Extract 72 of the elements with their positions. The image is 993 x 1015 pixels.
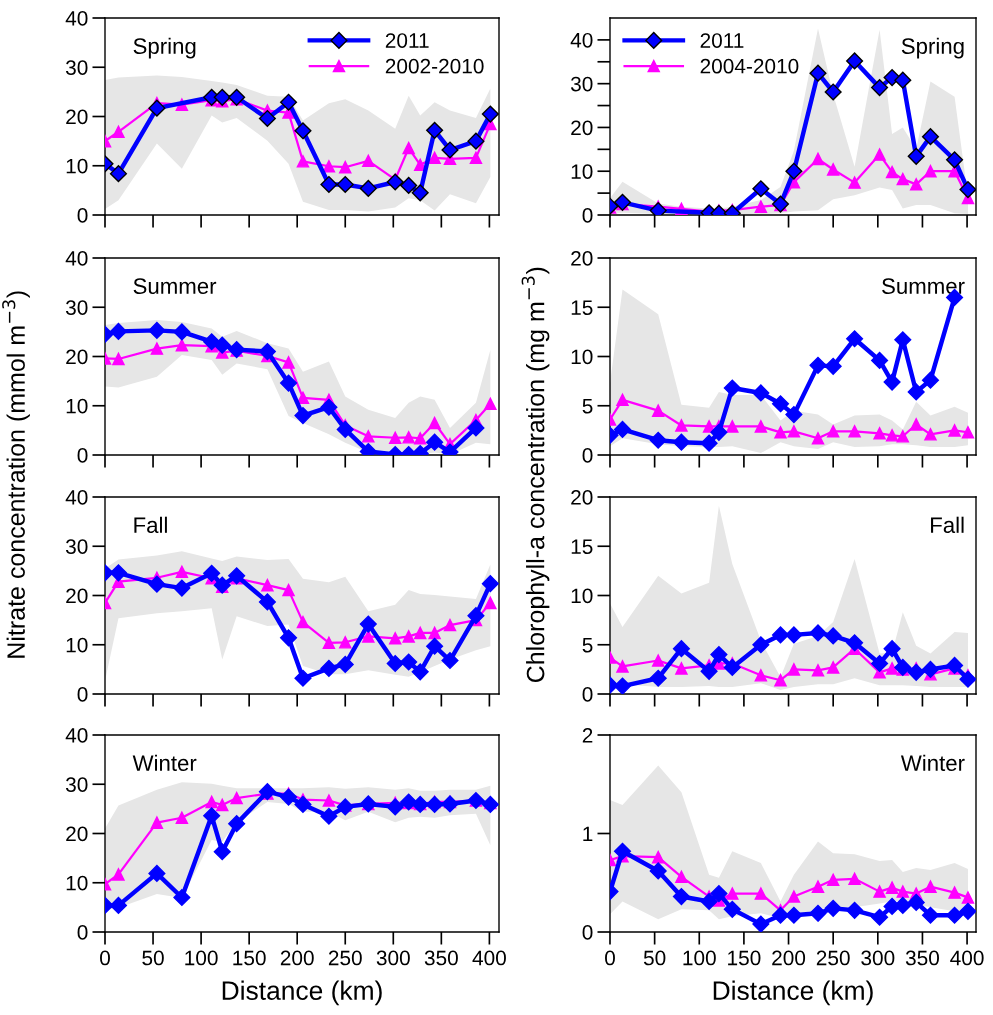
y-tick-label: 20 <box>571 490 593 505</box>
text: Spring <box>901 37 964 59</box>
text: Summer <box>882 278 965 295</box>
text: Fall <box>931 516 964 534</box>
y-tick-label: 30 <box>570 76 593 92</box>
text: Winter <box>900 754 965 772</box>
y-tick-label: 40 <box>65 728 88 743</box>
x-tick-label: 50 <box>643 950 666 966</box>
text: Fall <box>134 516 167 534</box>
y-tick-label: 30 <box>65 777 88 792</box>
x-tick-label: 300 <box>376 950 410 966</box>
y-tick-label: 0 <box>77 925 88 940</box>
y-tick-label: 20 <box>571 251 593 266</box>
y-tick-label: 10 <box>66 637 88 653</box>
x-tick-label: 250 <box>816 950 850 966</box>
y-tick-label: 0 <box>582 687 593 702</box>
x-tick-label: 100 <box>185 950 218 966</box>
y-tick-label: 10 <box>571 349 593 365</box>
y-tick-label: 30 <box>65 300 88 315</box>
y-tick-label: 20 <box>66 349 88 365</box>
y-tick-label: 20 <box>571 120 593 136</box>
legend-label: 2011 <box>385 33 429 48</box>
x-tick-label: 250 <box>328 950 362 966</box>
y-tick-label: 0 <box>77 687 88 702</box>
y-tick-label: 15 <box>571 539 593 554</box>
x-axis-title: Distance (km) <box>222 980 382 1006</box>
text: Spring <box>133 37 196 59</box>
text: Winter <box>132 754 197 772</box>
y-tick-label: 15 <box>571 300 593 315</box>
y-tick-label: 5 <box>582 398 593 414</box>
y-tick-label: 0 <box>582 448 593 463</box>
y-tick-label: 10 <box>66 158 88 174</box>
x-tick-label: 0 <box>100 950 110 966</box>
y-tick-label: 10 <box>66 398 88 414</box>
x-tick-label: 200 <box>280 950 314 966</box>
legend-label: 2002-2010 <box>385 58 484 74</box>
x-tick-label: 0 <box>605 950 615 966</box>
legend-label: 2011 <box>700 33 744 48</box>
y-tick-label: 20 <box>66 588 88 604</box>
y-tick-label: 30 <box>65 60 88 75</box>
legend-label: 2004-2010 <box>700 58 799 74</box>
y-tick-label: 2 <box>582 728 593 743</box>
x-tick-label: 350 <box>905 950 940 966</box>
y-tick-label: 0 <box>582 925 593 940</box>
y-tick-label: 40 <box>65 11 88 26</box>
y-axis-title: Nitrate concentration (mmol m$^{−3}$) <box>2 291 30 658</box>
y-tick-label: 0 <box>582 208 593 223</box>
y-tick-label: 10 <box>66 875 88 891</box>
y-tick-label: 20 <box>66 826 88 842</box>
x-axis-title: Distance (km) <box>713 980 873 1006</box>
y-tick-label: 40 <box>65 251 88 266</box>
x-tick-label: 100 <box>683 950 716 966</box>
text: Summer <box>133 278 217 295</box>
x-tick-label: 350 <box>424 950 458 966</box>
x-tick-label: 300 <box>861 950 895 966</box>
y-tick-label: 10 <box>571 588 593 604</box>
x-tick-label: 50 <box>142 950 164 966</box>
x-tick-label: 150 <box>233 950 266 966</box>
x-tick-label: 400 <box>950 950 984 966</box>
y-tick-label: 0 <box>77 208 88 223</box>
x-tick-label: 400 <box>472 950 506 966</box>
y-tick-label: 10 <box>571 164 593 179</box>
y-tick-label: 1 <box>583 826 593 842</box>
x-tick-label: 200 <box>772 950 806 966</box>
x-tick-label: 150 <box>728 950 761 966</box>
y-tick-label: 20 <box>66 109 88 125</box>
y-tick-label: 40 <box>65 490 88 505</box>
y-tick-label: 30 <box>65 539 88 554</box>
y-tick-label: 40 <box>570 32 593 48</box>
y-tick-label: 5 <box>582 637 593 653</box>
y-axis-title: Chlorophyll-a concentration (mg m$^{−3}$) <box>521 267 550 683</box>
y-tick-label: 0 <box>77 448 88 463</box>
